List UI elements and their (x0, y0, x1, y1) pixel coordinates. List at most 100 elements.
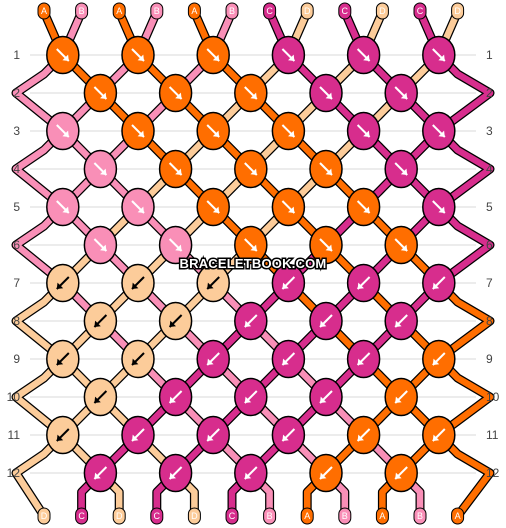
knot-arrowhead-icon (438, 206, 445, 213)
row-label-right: 4 (486, 162, 493, 176)
knot (271, 263, 306, 303)
strand-end-cap (300, 507, 314, 525)
knot-arrowhead-icon (357, 434, 364, 441)
knot (346, 187, 381, 227)
strand-end-label: D (116, 511, 123, 521)
strand-end-label: D (304, 6, 311, 16)
knot-arrowhead-icon (244, 396, 252, 403)
knot (158, 301, 193, 341)
knot-arrowhead-icon (137, 206, 144, 213)
knot (196, 35, 230, 75)
knot (271, 35, 306, 75)
row-label-left: 5 (13, 200, 20, 214)
row-label-left: 7 (13, 276, 20, 290)
knot-arrowhead-icon (288, 54, 295, 61)
knot (46, 35, 80, 75)
knot (46, 187, 80, 227)
strand-end-top: C (263, 2, 277, 20)
knot-arrowhead-icon (250, 244, 257, 251)
knot (46, 415, 80, 455)
row-label-left: 1 (13, 48, 20, 62)
knot-arrowhead-icon (175, 168, 182, 175)
knot (121, 415, 155, 455)
strand-end-cap (112, 2, 126, 20)
knot (46, 263, 80, 303)
knot (121, 111, 155, 151)
strand-end-cap (225, 2, 239, 20)
knot-arrowhead-icon (438, 54, 445, 61)
strand-end-cap (338, 507, 352, 525)
knot (309, 301, 343, 341)
knot (158, 149, 193, 189)
knot-arrowhead-icon (132, 434, 139, 441)
strand-end-label: A (191, 6, 197, 16)
knot (309, 453, 343, 493)
knot-arrowhead-icon (137, 54, 144, 61)
strand-path (40, 8, 494, 520)
knot-arrowhead-icon (395, 320, 402, 327)
knot-arrowhead-icon (288, 130, 295, 137)
knot (158, 453, 193, 493)
row-label-left: 12 (7, 466, 21, 480)
knot-arrowhead-icon (400, 168, 408, 175)
knot (309, 225, 343, 265)
strand-end-bottom: A (375, 507, 389, 525)
strand-end-cap (375, 2, 389, 20)
strand-end-label: B (229, 6, 235, 16)
strand-end-label: A (304, 511, 310, 521)
strand-ends: A B A B A B C D C D C D D C D C D C B A B A B A (37, 2, 465, 525)
knot-arrowhead-icon (282, 434, 289, 441)
row-label-left: 10 (7, 390, 21, 404)
watermark-text: BRACELETBOOK.COM (180, 256, 327, 271)
strand-end-cap (451, 507, 465, 525)
knot-arrowhead-icon (325, 92, 332, 99)
knot-arrowhead-icon (357, 358, 364, 365)
knot-arrowhead-icon (169, 320, 176, 327)
knot (196, 111, 230, 151)
knot (234, 453, 268, 493)
knot-arrowhead-icon (100, 244, 107, 251)
strand-end-cap (75, 507, 89, 525)
strand-end-bottom: B (263, 507, 277, 525)
knot-arrowhead-icon (137, 130, 144, 137)
knot-arrowhead-icon (250, 92, 257, 99)
row-label-left: 4 (13, 162, 20, 176)
knot (271, 187, 306, 227)
knot (83, 225, 118, 265)
knot-arrowhead-icon (250, 168, 257, 175)
knot (271, 339, 306, 379)
row-label-right: 12 (486, 466, 500, 480)
knot-arrowhead-icon (169, 396, 176, 403)
strand-end-cap (413, 2, 427, 20)
row-label-left: 11 (8, 428, 21, 442)
knot-arrowhead-icon (432, 282, 440, 289)
knot-arrowhead-icon (325, 244, 332, 251)
knot-arrowhead-icon (100, 168, 107, 175)
knot-arrowhead-icon (56, 358, 64, 365)
knot (83, 453, 118, 493)
strand-end-bottom: C (75, 507, 89, 525)
knot (309, 73, 343, 113)
strand-end-top: D (451, 2, 465, 20)
strand-end-cap (37, 507, 51, 525)
knot-arrowhead-icon (363, 206, 370, 213)
row-label-left: 8 (13, 314, 20, 328)
knot (234, 301, 268, 341)
knot-arrowhead-icon (244, 320, 252, 327)
knot-grid (46, 35, 456, 493)
knot (196, 415, 230, 455)
knot (234, 377, 268, 417)
knot-arrowhead-icon (320, 320, 327, 327)
knot (83, 149, 118, 189)
knot-arrowhead-icon (432, 358, 440, 365)
strand-end-top: A (37, 2, 51, 20)
knot-arrowhead-icon (62, 54, 69, 61)
knot-arrowhead-icon (207, 282, 214, 289)
knot-arrowhead-icon (169, 472, 176, 479)
strand-end-cap (451, 2, 465, 20)
strand-end-label: D (191, 511, 198, 521)
row-label-right: 8 (486, 314, 493, 328)
strand-end-label: B (79, 6, 85, 16)
knot-arrowhead-icon (438, 130, 445, 137)
